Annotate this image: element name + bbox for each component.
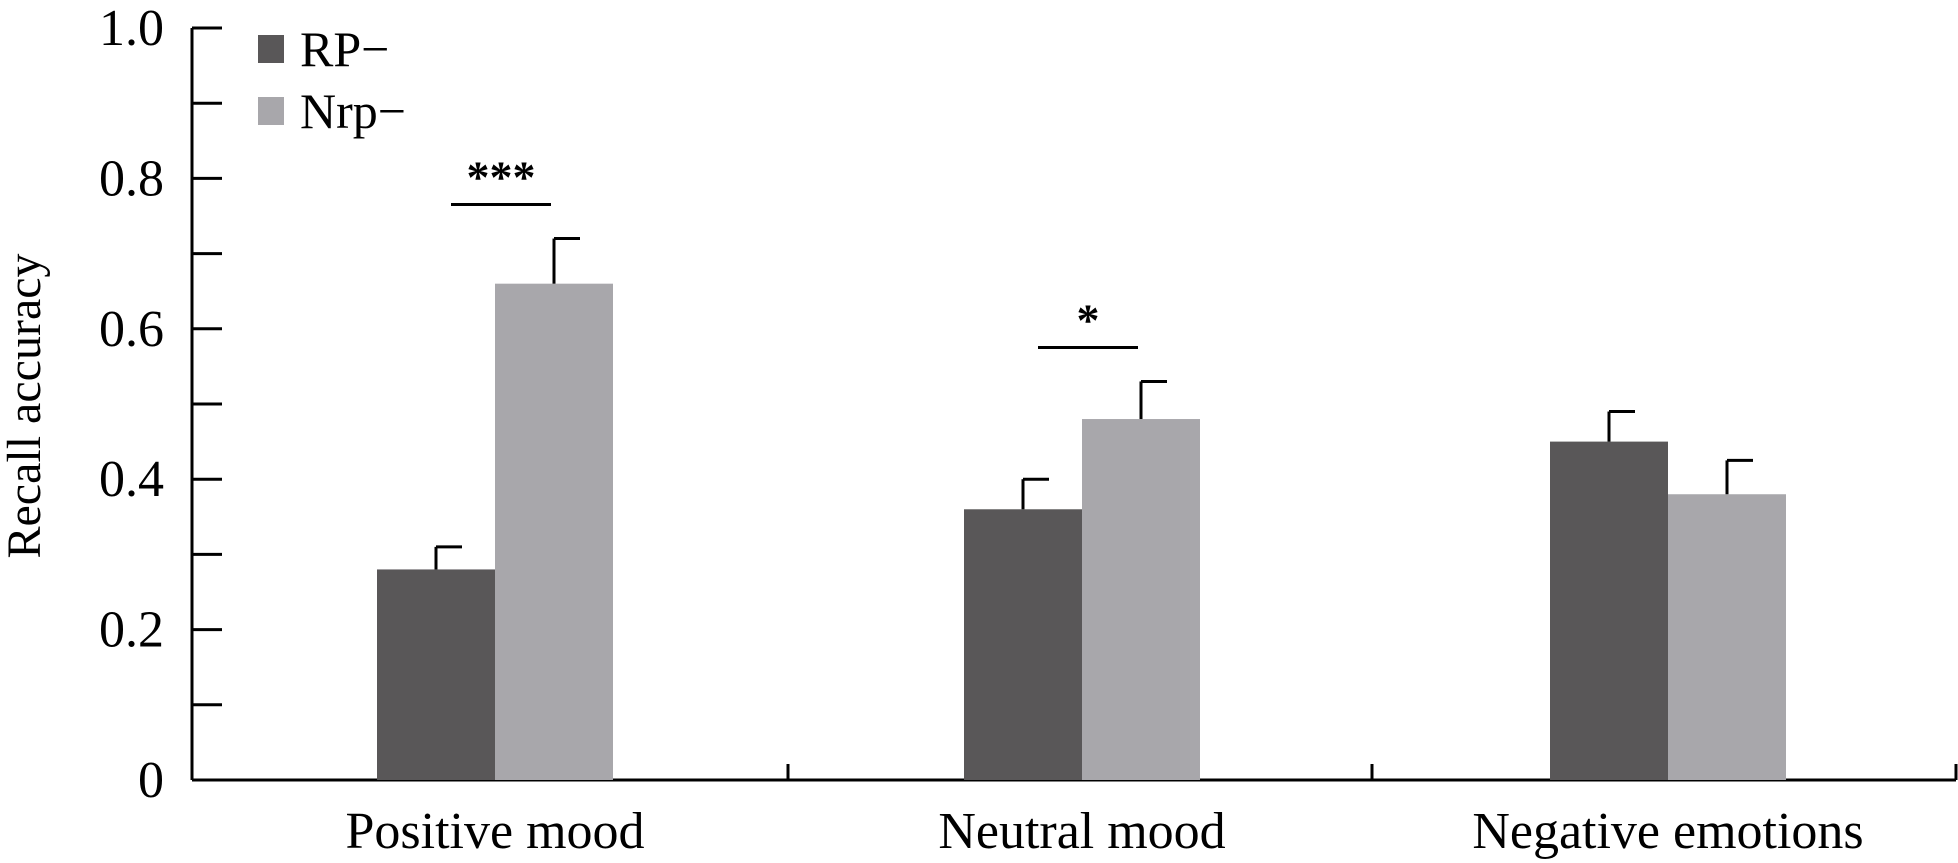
bars xyxy=(377,237,1786,780)
y-tick-label: 1.0 xyxy=(99,0,164,57)
bar xyxy=(1082,419,1200,780)
bar xyxy=(1668,494,1786,780)
significance-annotations: **** xyxy=(451,152,1138,349)
y-axis: 0 0.2 0.4 0.6 0.8 1.0 xyxy=(99,0,222,809)
bar xyxy=(377,569,495,780)
legend: RP− Nrp− xyxy=(258,21,406,139)
y-tick-label: 0.8 xyxy=(99,150,164,207)
bar xyxy=(964,509,1082,780)
bar xyxy=(495,283,613,780)
legend-label: Nrp− xyxy=(300,83,406,139)
significance-stars: *** xyxy=(467,152,536,203)
bar xyxy=(1550,441,1668,780)
x-category-label: Neutral mood xyxy=(938,803,1225,860)
x-category-label: Negative emotions xyxy=(1472,803,1863,860)
y-tick-label: 0 xyxy=(138,752,164,809)
significance-stars: * xyxy=(1077,294,1100,345)
y-tick-label: 0.6 xyxy=(99,301,164,358)
y-tick-label: 0.4 xyxy=(99,451,164,508)
y-tick-label: 0.2 xyxy=(99,602,164,659)
legend-label: RP− xyxy=(300,21,389,77)
y-axis-title: Recall accuracy xyxy=(0,253,51,558)
legend-swatch xyxy=(258,35,284,63)
legend-swatch xyxy=(258,97,284,125)
x-category-label: Positive mood xyxy=(345,803,644,860)
